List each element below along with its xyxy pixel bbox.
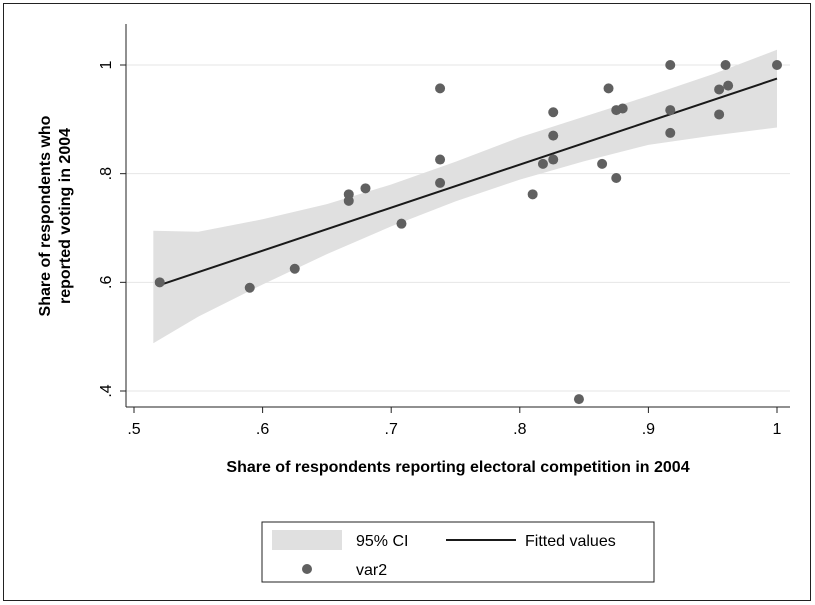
data-point-8 [435,154,446,165]
x-tick-label-2: .7 [385,421,398,438]
data-point-7 [435,83,446,94]
data-point-13 [548,130,559,141]
data-point-28 [772,60,782,70]
data-point-6 [396,218,407,229]
data-point-24 [714,84,725,95]
y-axis-label-line-2: reported voting in 2004 [57,128,74,304]
data-point-11 [537,158,548,169]
x-tick-label-4: .9 [642,421,655,438]
y-tick-label-2: .8 [98,167,115,180]
points-layer [154,60,782,405]
data-point-23 [665,127,676,138]
data-point-19 [611,173,622,184]
data-point-2 [289,263,300,274]
data-point-12 [548,107,559,118]
data-point-20 [617,103,628,114]
data-point-1 [244,282,255,293]
legend-ci-label: 95% CI [356,533,408,550]
data-point-4 [343,189,354,200]
x-tick-label-0: .5 [127,421,140,438]
ticks: .5 .6 .7 .8 .9 1 .4 .6 .8 1 [98,60,782,438]
legend: 95% CI Fitted values var2 [261,521,655,583]
data-point-14 [548,154,559,165]
legend-fit-label: Fitted values [525,533,616,550]
data-point-17 [603,83,614,94]
fitted-line [159,77,778,286]
data-point-25 [714,109,725,120]
x-tick-label-5: 1 [773,421,782,438]
data-point-16 [597,158,608,169]
y-tick-label-1: .6 [98,276,115,289]
x-axis-label: Share of respondents reporting electoral… [226,459,689,476]
data-point-26 [720,60,731,70]
scatter-chart: .5 .6 .7 .8 .9 1 .4 .6 .8 1 Share of respondents … [37,24,790,583]
data-point-15 [573,394,584,405]
data-point-9 [435,177,446,188]
x-tick-label-3: .8 [513,421,526,438]
ci-band-layer [153,49,778,344]
data-point-5 [360,183,371,194]
y-tick-label-0: .4 [98,384,115,397]
figure-frame: .5 .6 .7 .8 .9 1 .4 .6 .8 1 Share of respondents … [3,3,811,601]
axes [125,24,790,408]
legend-point-label: var2 [356,562,387,579]
x-tick-label-1: .6 [256,421,269,438]
data-point-21 [665,60,676,70]
data-point-0 [154,277,165,288]
data-point-22 [665,105,676,116]
ci-band [153,49,778,344]
fit-line-layer [159,77,778,286]
legend-point-swatch [302,564,312,574]
data-point-27 [723,80,734,91]
data-point-10 [527,189,538,200]
legend-ci-swatch [272,530,342,550]
y-axis-label-line-1: Share of respondents who [37,115,54,316]
y-tick-label-3: 1 [98,60,115,69]
